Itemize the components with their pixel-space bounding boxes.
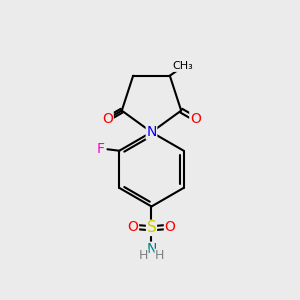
Text: H: H [139, 249, 148, 262]
Text: CH₃: CH₃ [173, 61, 194, 71]
Text: S: S [147, 220, 156, 236]
Text: F: F [97, 142, 105, 156]
Text: N: N [146, 242, 157, 256]
Text: H: H [155, 249, 164, 262]
Text: O: O [190, 112, 201, 126]
Text: O: O [128, 220, 139, 234]
Text: N: N [146, 125, 157, 139]
Text: O: O [102, 112, 113, 126]
Text: O: O [164, 220, 175, 234]
